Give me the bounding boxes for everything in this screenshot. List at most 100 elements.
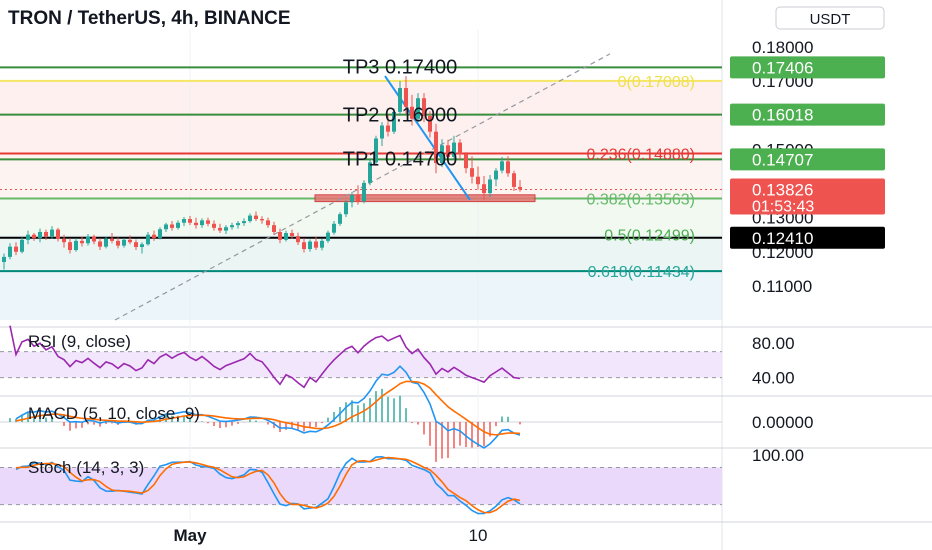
candle[interactable]: [44, 229, 48, 240]
candle[interactable]: [338, 212, 342, 226]
candle[interactable]: [62, 234, 66, 248]
candle[interactable]: [56, 227, 60, 242]
candle[interactable]: [92, 234, 96, 245]
candle[interactable]: [290, 229, 294, 239]
candle[interactable]: [158, 227, 162, 240]
candle[interactable]: [80, 236, 84, 247]
candle[interactable]: [236, 221, 240, 229]
candle-body: [362, 182, 366, 202]
candle[interactable]: [164, 222, 168, 232]
candle[interactable]: [278, 228, 282, 244]
candle[interactable]: [404, 76, 408, 114]
candle[interactable]: [368, 159, 372, 186]
candle[interactable]: [350, 192, 354, 208]
candle[interactable]: [98, 238, 102, 251]
candle[interactable]: [38, 228, 42, 243]
candle[interactable]: [266, 217, 270, 228]
candle[interactable]: [302, 238, 306, 253]
candle[interactable]: [170, 221, 174, 231]
candle-body: [308, 241, 312, 250]
candle[interactable]: [50, 226, 54, 239]
candle[interactable]: [308, 239, 312, 252]
candle[interactable]: [326, 230, 330, 243]
candle[interactable]: [122, 238, 126, 248]
candle[interactable]: [314, 236, 318, 251]
candle[interactable]: [230, 222, 234, 230]
candle[interactable]: [332, 221, 336, 235]
candle[interactable]: [8, 243, 12, 260]
support-zone-box[interactable]: [314, 194, 536, 203]
candlesticks-layer[interactable]: [2, 76, 522, 270]
candle[interactable]: [482, 176, 486, 200]
candle[interactable]: [254, 211, 258, 222]
candle[interactable]: [2, 253, 6, 270]
candle[interactable]: [488, 175, 492, 198]
fib-level-label: 0.618(0.11434): [588, 264, 695, 281]
candle[interactable]: [356, 185, 360, 205]
candle[interactable]: [218, 223, 222, 233]
candle[interactable]: [374, 135, 378, 166]
candle[interactable]: [506, 156, 510, 177]
candle[interactable]: [152, 230, 156, 241]
candle[interactable]: [110, 233, 114, 244]
candle[interactable]: [386, 115, 390, 137]
candle[interactable]: [128, 235, 132, 245]
candle[interactable]: [452, 135, 456, 160]
candle[interactable]: [176, 220, 180, 230]
candle[interactable]: [200, 218, 204, 228]
candle[interactable]: [344, 199, 348, 217]
candle-body: [404, 88, 408, 107]
candle[interactable]: [458, 139, 462, 160]
candle[interactable]: [464, 152, 468, 174]
candle[interactable]: [146, 231, 150, 246]
currency-button[interactable]: USDT: [775, 6, 885, 30]
candle[interactable]: [392, 108, 396, 135]
candle[interactable]: [434, 123, 438, 174]
candle[interactable]: [194, 217, 198, 229]
candle[interactable]: [116, 237, 120, 249]
price-badge: 0.17406: [730, 56, 885, 79]
candle[interactable]: [212, 220, 216, 231]
candle[interactable]: [398, 81, 402, 116]
candle[interactable]: [494, 168, 498, 187]
candle[interactable]: [422, 93, 426, 123]
candle[interactable]: [362, 180, 366, 204]
candle[interactable]: [140, 242, 144, 254]
candle[interactable]: [68, 238, 72, 254]
candle[interactable]: [182, 216, 186, 227]
candle[interactable]: [410, 94, 414, 126]
candle[interactable]: [206, 217, 210, 227]
candle[interactable]: [86, 234, 90, 246]
candle[interactable]: [284, 230, 288, 242]
candle[interactable]: [272, 221, 276, 235]
candle[interactable]: [470, 156, 474, 184]
candle[interactable]: [20, 237, 24, 254]
candle[interactable]: [188, 215, 192, 226]
candle[interactable]: [440, 139, 444, 168]
candle-body: [134, 242, 138, 247]
candle[interactable]: [500, 156, 504, 174]
candle[interactable]: [14, 242, 18, 256]
candle[interactable]: [248, 213, 252, 223]
candle[interactable]: [296, 232, 300, 245]
candle[interactable]: [476, 166, 480, 190]
candle[interactable]: [26, 230, 30, 245]
candle[interactable]: [242, 218, 246, 226]
candle[interactable]: [416, 93, 420, 123]
candle[interactable]: [446, 139, 450, 163]
candle[interactable]: [134, 239, 138, 251]
candle[interactable]: [74, 238, 78, 252]
candle[interactable]: [104, 236, 108, 249]
candle[interactable]: [32, 233, 36, 241]
candle[interactable]: [224, 225, 228, 235]
candle[interactable]: [380, 122, 384, 146]
candle[interactable]: [518, 180, 522, 192]
candle[interactable]: [320, 238, 324, 251]
rsi-line: [9, 325, 521, 389]
candle[interactable]: [428, 111, 432, 138]
rsi-band: [0, 351, 722, 378]
candle[interactable]: [512, 170, 516, 192]
candle[interactable]: [260, 216, 264, 224]
